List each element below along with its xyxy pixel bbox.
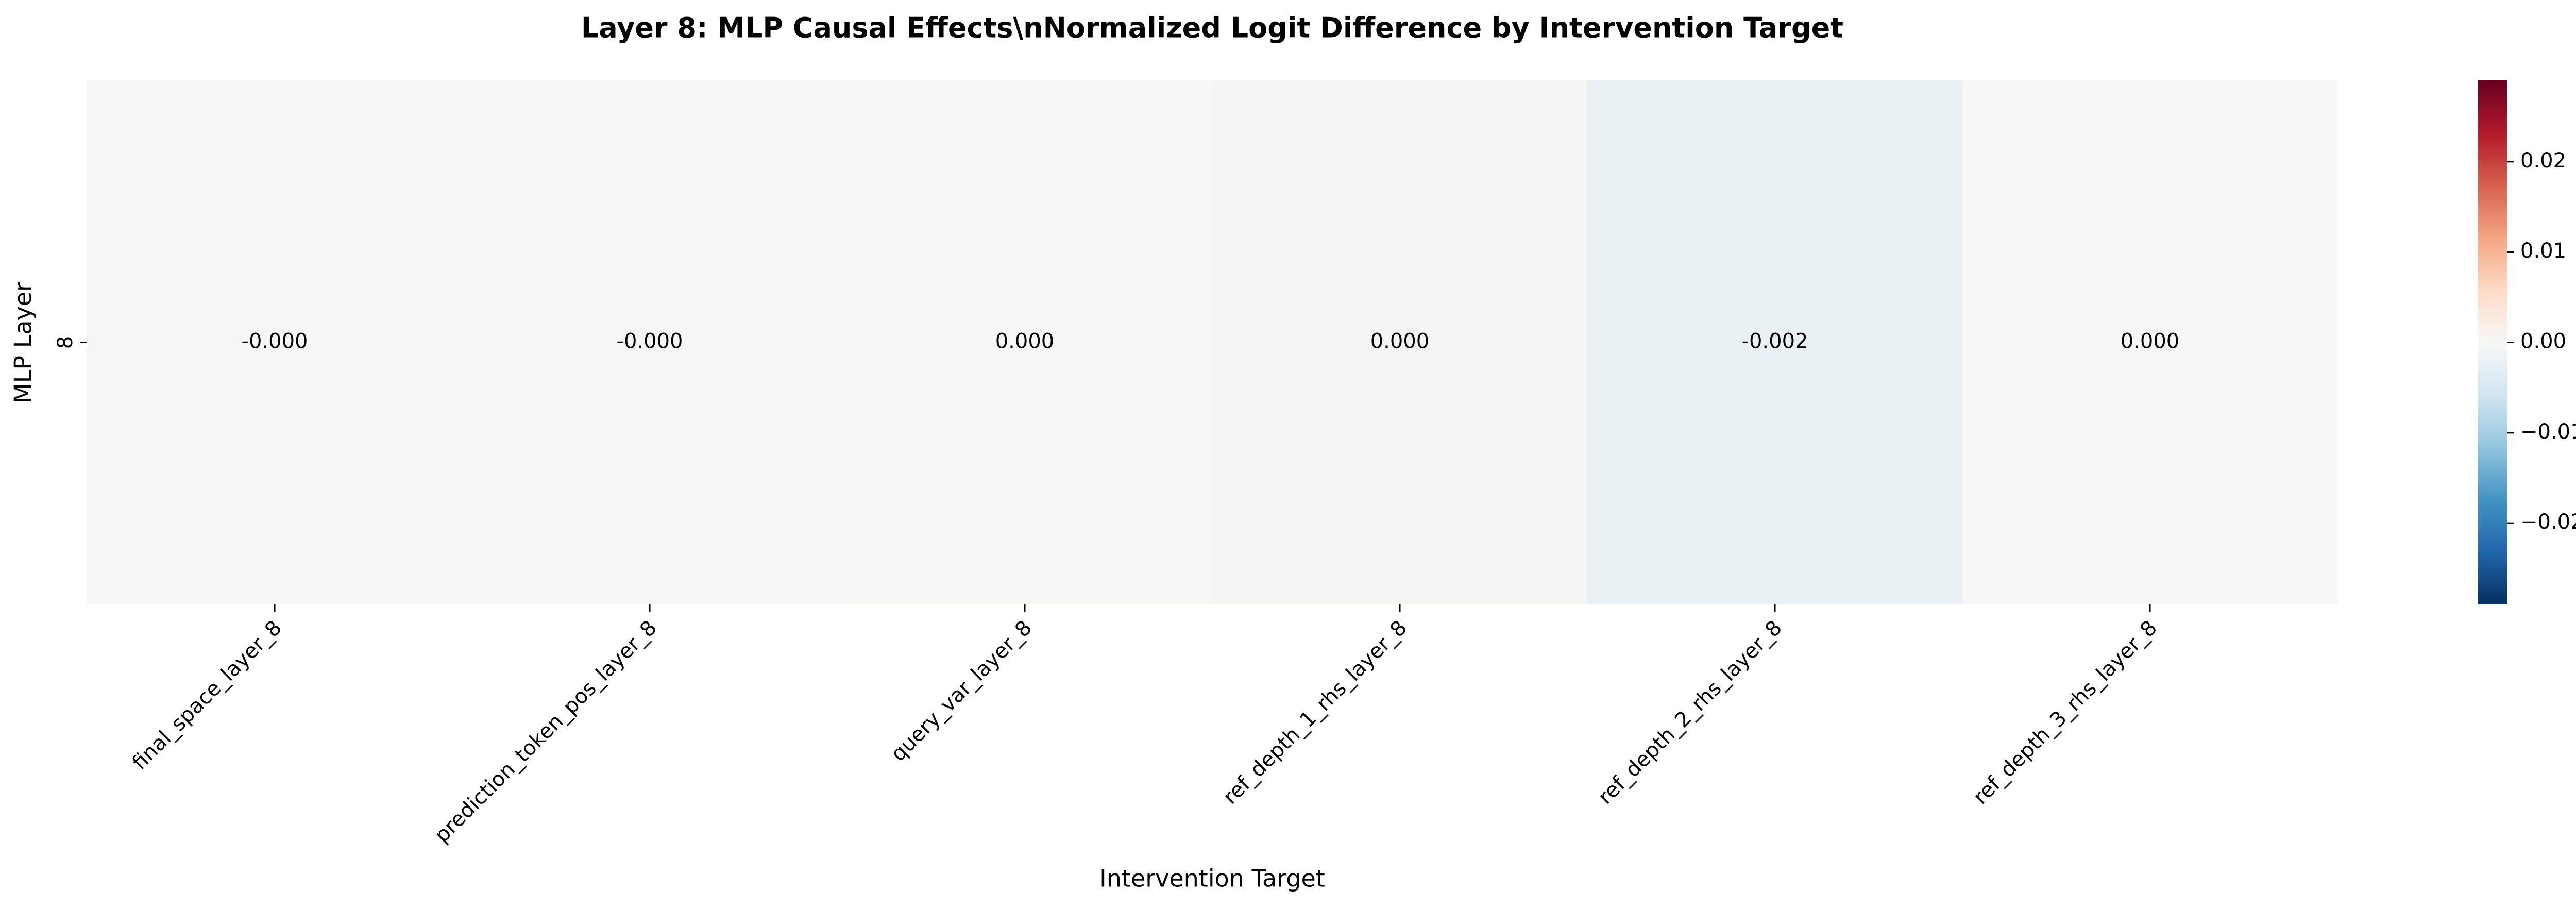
cell-value-label: 0.000 [1370,330,1430,354]
colorbar-tick-label: 0.01 [2520,239,2566,263]
heatmap-cell [1212,80,1588,604]
x-tick-label: prediction_token_pos_layer_8 [430,616,662,847]
cell-value-label: -0.000 [617,330,683,354]
cell-value-label: 0.000 [2121,330,2180,354]
x-tick-label: ref_depth_1_rhs_layer_8 [1218,616,1412,809]
colorbar [2478,80,2507,604]
x-tick-label: final_space_layer_8 [128,616,286,775]
heatmap-cell [1587,80,1963,604]
cell-value-label: 0.000 [995,330,1055,354]
x-tick-label: ref_depth_3_rhs_layer_8 [1969,616,2162,809]
chart-title: Layer 8: MLP Causal Effects\nNormalized … [581,12,1843,44]
cell-value-label: -0.000 [242,330,308,354]
y-axis-label: MLP Layer [9,282,37,403]
heatmap-cell [837,80,1213,604]
cell-value-label: -0.002 [1742,330,1808,354]
colorbar-tick-label: −0.01 [2520,420,2576,444]
y-tick-label: 8 [54,336,77,349]
colorbar-tick-label: 0.02 [2520,149,2566,173]
heatmap-cell [1962,80,2338,604]
heatmap-cell [87,80,463,604]
colorbar-tick-label: −0.02 [2520,510,2576,534]
colorbar-tick-label: 0.00 [2520,330,2566,354]
x-axis-label: Intervention Target [1099,865,1325,893]
x-tick-label: query_var_layer_8 [887,616,1037,766]
heatmap-cell [462,80,838,604]
x-tick-label: ref_depth_2_rhs_layer_8 [1594,616,1787,809]
